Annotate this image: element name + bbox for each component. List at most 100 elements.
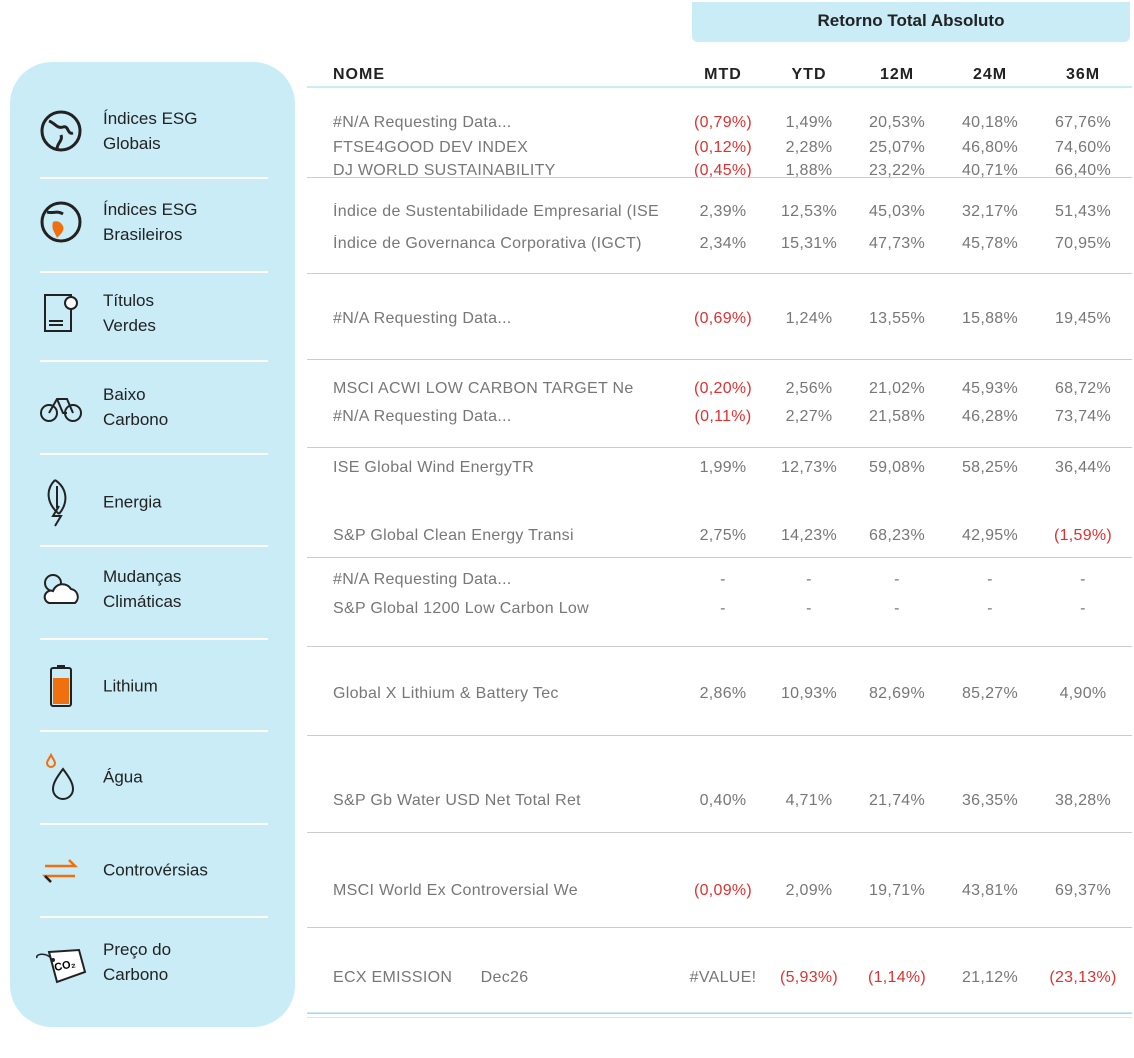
row-value: 20,53% bbox=[868, 114, 926, 131]
label-line: Verdes bbox=[103, 316, 156, 335]
row-value: 21,02% bbox=[868, 380, 926, 397]
table-section: S&P Gb Water USD Net Total Ret 0,40% 4,71%… bbox=[307, 736, 1132, 833]
row-name: #N/A Requesting Data... bbox=[333, 310, 512, 327]
row-value: 21,58% bbox=[868, 408, 926, 425]
row-value: 32,17% bbox=[961, 203, 1019, 220]
row-value: - bbox=[1080, 571, 1086, 588]
row-value: 67,76% bbox=[1054, 114, 1112, 131]
section-icon bbox=[40, 398, 82, 422]
row-name: MSCI World Ex Controversial We bbox=[333, 882, 578, 899]
section-icon bbox=[43, 574, 79, 604]
table-section: #N/A Requesting Data... - - - - - S&P Global 1… bbox=[307, 558, 1132, 647]
column-header: 12M bbox=[879, 66, 915, 83]
sidebar-separator bbox=[40, 638, 268, 640]
sidebar-separator bbox=[40, 271, 268, 273]
sidebar-separator bbox=[40, 916, 268, 918]
row-value: 25,07% bbox=[868, 139, 926, 156]
row-value: 2,28% bbox=[785, 139, 833, 156]
row-value: 85,27% bbox=[961, 685, 1019, 702]
label-line: Globais bbox=[103, 134, 161, 153]
row-value: 2,75% bbox=[699, 527, 747, 544]
table-section: #N/A Requesting Data... (0,69%) 1,24% 13,55… bbox=[307, 274, 1132, 360]
row-value: 43,81% bbox=[961, 882, 1019, 899]
column-header: NOME bbox=[333, 66, 385, 83]
row-value: 2,09% bbox=[785, 882, 833, 899]
row-value: 36,35% bbox=[961, 792, 1019, 809]
label-line: Lithium bbox=[103, 676, 158, 696]
label-line: Índices ESG bbox=[103, 200, 198, 219]
row-value: (1,14%) bbox=[867, 969, 927, 986]
icon-text: CO₂ bbox=[53, 958, 77, 974]
row-name: DJ WORLD SUSTAINABILITY bbox=[333, 162, 556, 178]
row-value: 14,23% bbox=[780, 527, 838, 544]
row-value: 15,88% bbox=[961, 310, 1019, 327]
table-section: ISE Global Wind EnergyTR 1,99% 12,73% 59,08… bbox=[307, 448, 1132, 558]
row-name: S&P Gb Water USD Net Total Ret bbox=[333, 792, 581, 809]
row-name: S&P Global 1200 Low Carbon Low bbox=[333, 600, 589, 617]
section-icon: CO₂ bbox=[36, 948, 87, 984]
row-value: 45,78% bbox=[961, 235, 1019, 252]
row-value: (0,11%) bbox=[694, 408, 752, 425]
row-value: 40,18% bbox=[961, 114, 1019, 131]
row-value: 59,08% bbox=[868, 459, 926, 476]
row-value: (0,20%) bbox=[693, 380, 753, 397]
label-line: Carbono bbox=[103, 965, 169, 984]
section-label: Controvérsias bbox=[103, 858, 208, 883]
section-label: Lithium bbox=[103, 674, 158, 699]
sidebar-separator bbox=[40, 177, 268, 179]
label-line: Índices ESG bbox=[103, 109, 198, 128]
row-name: Índice de Governanca Corporativa (IGCT) bbox=[333, 235, 642, 252]
section-icon bbox=[40, 201, 82, 243]
row-value: 12,53% bbox=[780, 203, 838, 220]
row-value: 2,56% bbox=[785, 380, 833, 397]
label-line: Preço do bbox=[103, 940, 172, 959]
row-name: ISE Global Wind EnergyTR bbox=[333, 459, 535, 476]
row-name: #N/A Requesting Data... bbox=[333, 408, 512, 425]
label-line: Títulos bbox=[103, 291, 155, 310]
sidebar-separator bbox=[40, 730, 268, 732]
row-value: - bbox=[720, 600, 726, 617]
label-line: Controvérsias bbox=[103, 860, 208, 880]
row-value: 19,45% bbox=[1054, 310, 1112, 327]
row-value: 13,55% bbox=[868, 310, 926, 327]
column-header: 36M bbox=[1065, 66, 1101, 83]
section-icon bbox=[50, 665, 72, 707]
row-value: (5,93%) bbox=[779, 969, 839, 986]
group-title: Retorno Total Absoluto bbox=[692, 2, 1130, 42]
sidebar-separator bbox=[40, 360, 268, 362]
row-value: - bbox=[806, 571, 812, 588]
row-value: 1,88% bbox=[785, 162, 833, 178]
table-section: MSCI World Ex Controversial We (0,09%) 2,0… bbox=[307, 833, 1132, 928]
row-value: 40,71% bbox=[961, 162, 1019, 178]
sidebar-separator bbox=[40, 823, 268, 825]
row-value: 42,95% bbox=[961, 527, 1019, 544]
section-label: Índices ESG Globais bbox=[103, 106, 198, 156]
label-line: Carbono bbox=[103, 410, 169, 429]
row-value: 69,37% bbox=[1054, 882, 1112, 899]
header-rule bbox=[307, 86, 1132, 88]
section-icon bbox=[40, 110, 82, 152]
label-line: Climáticas bbox=[103, 592, 182, 611]
row-value: 2,86% bbox=[699, 685, 747, 702]
row-value: (23,13%) bbox=[1049, 969, 1117, 986]
row-value: 74,60% bbox=[1054, 139, 1112, 156]
row-value: (0,69%) bbox=[693, 310, 753, 327]
row-value: - bbox=[1080, 600, 1086, 617]
table-section: Índice de Sustentabilidade Empresarial (… bbox=[307, 178, 1132, 274]
row-value: 46,80% bbox=[961, 139, 1019, 156]
sidebar-separator bbox=[40, 545, 268, 547]
row-value: 4,90% bbox=[1059, 685, 1107, 702]
section-label: Baixo Carbono bbox=[103, 382, 168, 432]
row-name: ECX EMISSION Dec26 bbox=[333, 969, 529, 986]
row-value: 46,28% bbox=[961, 408, 1019, 425]
row-value: 2,39% bbox=[699, 203, 747, 220]
row-value: - bbox=[806, 600, 812, 617]
section-icon bbox=[44, 294, 78, 332]
row-name: FTSE4GOOD DEV INDEX bbox=[333, 139, 529, 156]
label-line: Mudanças bbox=[103, 567, 182, 586]
row-value: 68,23% bbox=[868, 527, 926, 544]
row-name: Global X Lithium & Battery Tec bbox=[333, 685, 559, 702]
row-name: #N/A Requesting Data... bbox=[333, 571, 512, 588]
row-value: 1,49% bbox=[785, 114, 833, 131]
